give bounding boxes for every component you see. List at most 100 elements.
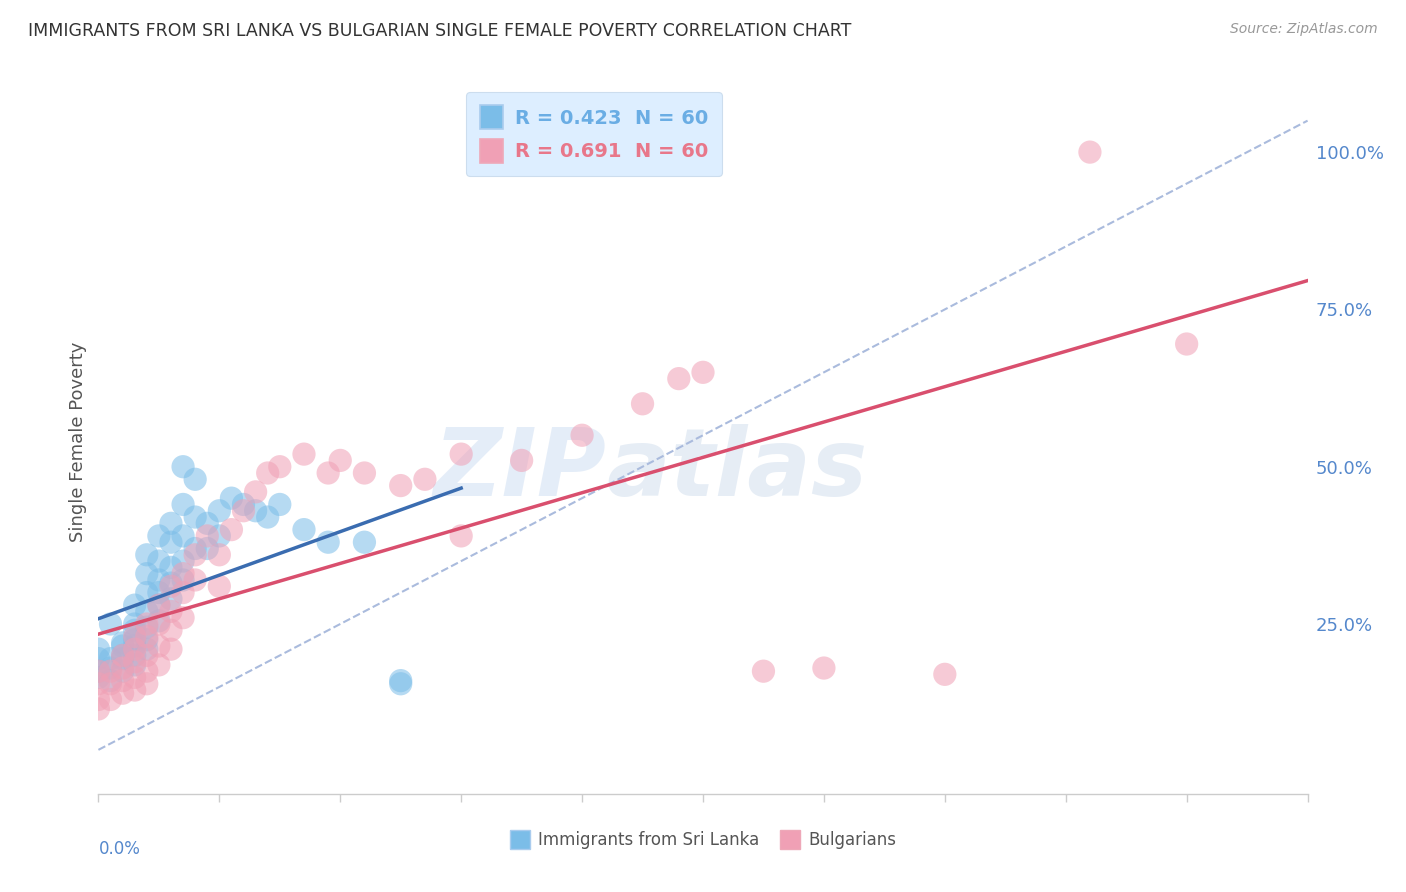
Point — [135, 620, 157, 634]
Point — [100, 673, 122, 688]
Point — [221, 491, 243, 505]
Point — [256, 466, 278, 480]
Point — [111, 639, 134, 653]
Text: 0.0%: 0.0% — [98, 839, 141, 858]
Point — [450, 447, 472, 461]
Text: Source: ZipAtlas.com: Source: ZipAtlas.com — [1230, 22, 1378, 37]
Point — [329, 453, 352, 467]
Point — [100, 661, 122, 675]
Point — [135, 548, 157, 562]
Point — [135, 604, 157, 618]
Point — [148, 529, 170, 543]
Point — [87, 664, 110, 678]
Point — [195, 541, 218, 556]
Point — [124, 598, 146, 612]
Point — [111, 648, 134, 663]
Point — [631, 397, 654, 411]
Point — [184, 541, 207, 556]
Point — [135, 630, 157, 644]
Point — [208, 529, 231, 543]
Point — [172, 498, 194, 512]
Point — [135, 617, 157, 632]
Point — [413, 472, 436, 486]
Point — [148, 639, 170, 653]
Point — [124, 648, 146, 663]
Point — [111, 673, 134, 688]
Point — [450, 529, 472, 543]
Point — [172, 611, 194, 625]
Point — [135, 632, 157, 647]
Point — [752, 664, 775, 678]
Text: IMMIGRANTS FROM SRI LANKA VS BULGARIAN SINGLE FEMALE POVERTY CORRELATION CHART: IMMIGRANTS FROM SRI LANKA VS BULGARIAN S… — [28, 22, 852, 40]
Point — [135, 642, 157, 657]
Point — [316, 535, 339, 549]
Point — [124, 632, 146, 647]
Point — [172, 585, 194, 599]
Point — [160, 604, 183, 618]
Point — [111, 648, 134, 663]
Point — [195, 529, 218, 543]
Point — [172, 459, 194, 474]
Text: ZIP: ZIP — [433, 424, 606, 516]
Point — [111, 636, 134, 650]
Point — [292, 447, 315, 461]
Point — [87, 664, 110, 678]
Point — [184, 548, 207, 562]
Point — [124, 639, 146, 653]
Point — [1175, 337, 1198, 351]
Point — [668, 371, 690, 385]
Point — [269, 459, 291, 474]
Point — [172, 573, 194, 587]
Point — [353, 466, 375, 480]
Legend: Immigrants from Sri Lanka, Bulgarians: Immigrants from Sri Lanka, Bulgarians — [503, 823, 903, 856]
Point — [934, 667, 956, 681]
Point — [245, 504, 267, 518]
Point — [100, 677, 122, 691]
Point — [100, 617, 122, 632]
Point — [124, 624, 146, 638]
Point — [87, 677, 110, 691]
Point — [100, 692, 122, 706]
Point — [389, 673, 412, 688]
Point — [111, 661, 134, 675]
Point — [87, 692, 110, 706]
Point — [135, 648, 157, 663]
Point — [184, 573, 207, 587]
Point — [510, 453, 533, 467]
Point — [160, 576, 183, 591]
Point — [292, 523, 315, 537]
Point — [160, 560, 183, 574]
Point — [245, 484, 267, 499]
Point — [571, 428, 593, 442]
Y-axis label: Single Female Poverty: Single Female Poverty — [69, 342, 87, 541]
Point — [135, 677, 157, 691]
Point — [160, 535, 183, 549]
Point — [87, 651, 110, 665]
Point — [87, 642, 110, 657]
Point — [353, 535, 375, 549]
Point — [316, 466, 339, 480]
Point — [232, 504, 254, 518]
Point — [111, 651, 134, 665]
Point — [160, 516, 183, 531]
Point — [172, 566, 194, 581]
Point — [87, 671, 110, 685]
Point — [135, 566, 157, 581]
Point — [148, 598, 170, 612]
Point — [124, 617, 146, 632]
Point — [195, 516, 218, 531]
Point — [148, 598, 170, 612]
Point — [100, 651, 122, 665]
Point — [111, 664, 134, 678]
Point — [256, 510, 278, 524]
Point — [124, 630, 146, 644]
Point — [208, 548, 231, 562]
Point — [269, 498, 291, 512]
Point — [160, 624, 183, 638]
Point — [160, 579, 183, 593]
Point — [160, 591, 183, 606]
Point — [692, 365, 714, 379]
Point — [148, 554, 170, 568]
Point — [208, 579, 231, 593]
Point — [1078, 145, 1101, 160]
